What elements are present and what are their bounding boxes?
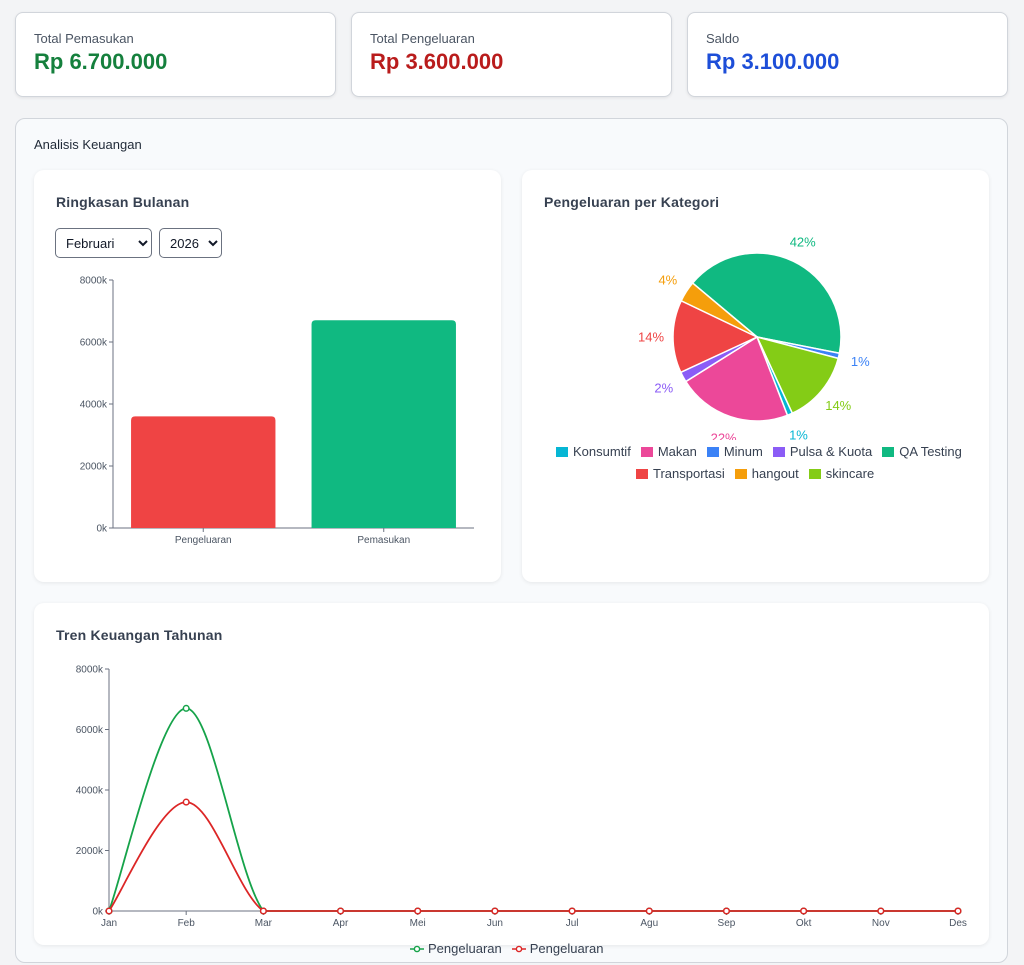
yearly-trend-card: Tren Keuangan Tahunan bbox=[34, 603, 989, 945]
legend-label: Transportasi bbox=[653, 466, 725, 481]
pie-legend-item[interactable]: Makan bbox=[640, 444, 697, 459]
expense-label: Total Pengeluaran bbox=[370, 31, 475, 46]
stat-card-expense: Total Pengeluaran Rp 3.600.000 bbox=[351, 12, 672, 97]
pie-percent-label: 4% bbox=[658, 273, 677, 288]
bar-pengeluaran[interactable] bbox=[131, 416, 276, 528]
bar-y-tick-label: 8000k bbox=[80, 276, 108, 287]
pie-percent-label: 1% bbox=[789, 428, 808, 440]
pie-percent-label: 2% bbox=[654, 380, 673, 395]
legend-swatch bbox=[772, 446, 785, 457]
bar-y-tick-label: 4000k bbox=[80, 400, 108, 411]
legend-swatch bbox=[808, 468, 821, 479]
legend-label: Konsumtif bbox=[573, 444, 631, 459]
panel-title: Analisis Keuangan bbox=[34, 137, 142, 152]
pie-legend-item[interactable]: Konsumtif bbox=[556, 444, 631, 459]
bar-y-tick-label: 0k bbox=[96, 524, 108, 535]
bar-x-tick-label: Pemasukan bbox=[357, 535, 410, 546]
balance-value: Rp 3.100.000 bbox=[706, 49, 840, 74]
legend-swatch bbox=[640, 446, 653, 457]
bar-x-tick-label: Pengeluaran bbox=[175, 535, 232, 546]
line-legend: Pengeluaran Pengeluaran bbox=[410, 941, 603, 956]
stat-card-income: Total Pemasukan Rp 6.700.000 bbox=[15, 12, 336, 97]
line-legend-item[interactable]: Pengeluaran bbox=[410, 941, 502, 956]
pie-legend-item[interactable]: Minum bbox=[706, 444, 763, 459]
pie-percent-label: 1% bbox=[851, 354, 870, 369]
line-legend-label: Pengeluaran bbox=[529, 941, 604, 956]
legend-swatch bbox=[556, 446, 568, 457]
bar-y-tick-label: 2000k bbox=[80, 462, 108, 473]
legend-label: Pulsa & Kuota bbox=[789, 444, 873, 459]
monthly-summary-card: Ringkasan Bulanan Februari 2026 0k 2000k 4… bbox=[34, 170, 501, 582]
pie-slice-skincare[interactable] bbox=[755, 335, 840, 415]
pie-legend-item[interactable]: Pulsa & Kuota bbox=[772, 444, 873, 459]
line-legend-marker bbox=[511, 945, 526, 952]
legend-label: Minum bbox=[723, 444, 763, 459]
pie-percent-label: 14% bbox=[638, 329, 664, 344]
category-title: Pengeluaran per Kategori bbox=[544, 194, 720, 210]
legend-swatch bbox=[734, 468, 747, 479]
month-select[interactable]: Februari bbox=[55, 228, 152, 258]
bar-pemasukan[interactable] bbox=[311, 320, 456, 528]
pie-slice-hangout[interactable] bbox=[680, 281, 758, 338]
legend-swatch bbox=[706, 446, 719, 457]
pie-percent-label: 22% bbox=[711, 431, 737, 440]
category-pie-chart: 42% 1% 14% 1% 22% 2% 14% 4% bbox=[638, 234, 870, 440]
line-legend-item[interactable]: Pengeluaran bbox=[511, 941, 604, 956]
legend-label: QA Testing bbox=[899, 444, 962, 459]
pie-percent-label: 42% bbox=[790, 234, 816, 249]
monthly-summary-title: Ringkasan Bulanan bbox=[56, 194, 190, 210]
legend-label: skincare bbox=[825, 466, 875, 481]
pie-slice-qa-testing[interactable] bbox=[691, 252, 842, 355]
bar-y-tick-label: 6000k bbox=[80, 338, 108, 349]
monthly-bar-chart: 0k 2000k 4000k 6000k 8000k Pengeluaran Pemasuk… bbox=[80, 276, 474, 546]
pie-slice-makan[interactable] bbox=[684, 335, 789, 422]
pie-legend-item[interactable]: skincare bbox=[808, 466, 875, 481]
legend-label: Makan bbox=[657, 444, 697, 459]
expense-value: Rp 3.600.000 bbox=[370, 49, 504, 74]
category-card: Pengeluaran per Kategori 42% 1% 14% 1% 22% 2%… bbox=[522, 170, 989, 582]
pie-legend-row-2: Transportasi hangout skincare bbox=[636, 466, 874, 481]
legend-swatch bbox=[636, 468, 648, 479]
pie-percent-label: 14% bbox=[825, 398, 851, 413]
legend-label: hangout bbox=[751, 466, 799, 481]
line-legend-marker bbox=[410, 945, 424, 952]
pie-legend-item[interactable]: QA Testing bbox=[882, 444, 962, 459]
income-value: Rp 6.700.000 bbox=[34, 49, 168, 74]
income-label: Total Pemasukan bbox=[34, 31, 134, 46]
legend-swatch bbox=[882, 446, 895, 457]
pie-legend-item[interactable]: hangout bbox=[734, 466, 799, 481]
pie-legend-item[interactable]: Transportasi bbox=[636, 466, 725, 481]
stat-card-balance: Saldo Rp 3.100.000 bbox=[687, 12, 1008, 97]
balance-label: Saldo bbox=[706, 31, 740, 46]
line-legend-label: Pengeluaran bbox=[428, 941, 502, 956]
yearly-trend-title: Tren Keuangan Tahunan bbox=[56, 627, 223, 643]
year-select[interactable]: 2026 bbox=[159, 228, 222, 258]
pie-slice-transportasi[interactable] bbox=[672, 299, 759, 374]
pie-legend-row-1: Konsumtif Makan Minum Pulsa & Kuota QA Testi… bbox=[556, 444, 962, 459]
